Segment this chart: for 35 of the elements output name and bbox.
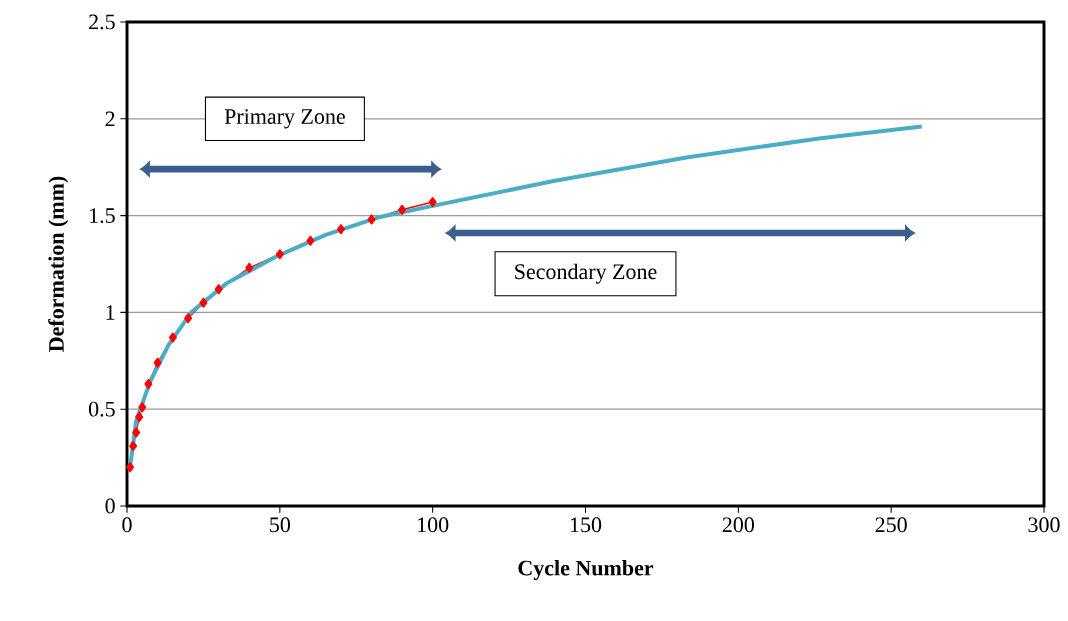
point [306, 235, 315, 246]
point [275, 249, 284, 260]
x-tick-label: 50 [270, 517, 290, 533]
point [129, 440, 138, 452]
point [428, 196, 437, 208]
point [336, 224, 345, 235]
y-tick-label: 1.5 [90, 208, 115, 224]
point [367, 214, 376, 225]
x-tick-label: 0 [122, 517, 132, 533]
x-tick-label: 300 [1028, 517, 1060, 533]
point [144, 378, 153, 390]
annotation: Secondary Zone [515, 263, 657, 284]
point [135, 411, 144, 422]
point [398, 204, 407, 215]
point [245, 262, 254, 273]
point [153, 357, 162, 368]
x-tick-label: 250 [875, 517, 907, 533]
annotation: Primary Zone [224, 109, 345, 129]
x-tick-label: 200 [722, 517, 754, 533]
y-tick-label: 2 [105, 111, 115, 127]
y-tick-label: 1 [106, 305, 115, 320]
point [214, 284, 223, 295]
y-axis-title: Deformation (mm) [48, 176, 69, 352]
x-axis-title: Cycle Number [518, 560, 654, 581]
y-tick-label: 0 [105, 498, 115, 514]
point [132, 427, 141, 438]
point [168, 332, 177, 343]
point [138, 402, 147, 413]
x-tick-label: 100 [418, 517, 449, 533]
point [184, 313, 193, 324]
point [126, 462, 135, 473]
point [199, 297, 208, 308]
x-tick-label: 150 [570, 517, 602, 533]
y-tick-label: 2.5 [89, 14, 115, 30]
y-tick-label: 0.5 [88, 401, 115, 417]
